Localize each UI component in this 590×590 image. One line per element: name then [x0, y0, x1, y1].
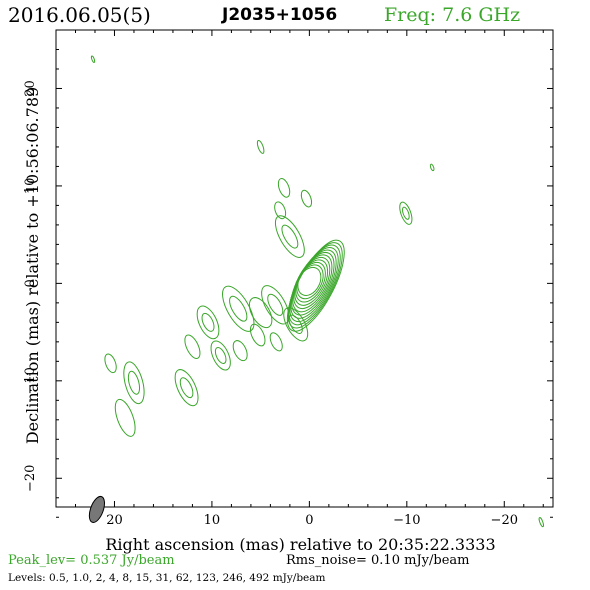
component-contour — [127, 370, 141, 395]
component-contour — [283, 307, 309, 342]
component-contour — [249, 323, 266, 347]
y-axis-label: Declination (mas) relative to +10:56:06.… — [23, 87, 42, 444]
component-contour — [248, 297, 273, 329]
component-contour — [201, 312, 215, 332]
component-contour — [538, 517, 544, 528]
x-tick-label: −20 — [491, 513, 518, 528]
component-contour — [229, 295, 248, 322]
component-contour — [179, 377, 194, 399]
component-contour — [402, 206, 410, 220]
epoch-date: 2016.06.05(5) — [8, 3, 151, 27]
component-contour — [184, 334, 201, 359]
component-contour — [196, 305, 220, 340]
beam-ellipse — [88, 495, 105, 523]
plot-frame — [55, 29, 554, 508]
component-contour — [104, 353, 117, 374]
x-tick-label: 0 — [305, 513, 313, 528]
x-axis-label: Right ascension (mas) relative to 20:35:… — [105, 535, 495, 554]
component-contour — [429, 163, 435, 172]
y-tick-label: 10 — [23, 178, 38, 195]
y-tick-label: −10 — [23, 367, 38, 394]
component-contour — [210, 340, 231, 371]
x-tick-label: 10 — [204, 513, 221, 528]
component-contour — [90, 55, 96, 63]
component-contour — [222, 285, 255, 332]
component-contour — [288, 314, 303, 334]
component-contour — [300, 189, 313, 208]
component-contour — [232, 340, 248, 362]
component-contour — [399, 201, 413, 225]
component-contour — [256, 139, 265, 154]
rms-noise: Rms_noise= 0.10 mJy/beam — [286, 553, 470, 568]
y-tick-label: 20 — [23, 80, 38, 97]
component-contour — [114, 398, 136, 437]
component-contour — [214, 347, 227, 364]
peak-level: Peak_lev= 0.537 Jy/beam — [8, 553, 175, 568]
core-contour — [286, 239, 345, 332]
y-tick-label: 0 — [23, 279, 38, 287]
source-name: J2035+1056 — [222, 5, 338, 25]
core-contour — [293, 256, 331, 310]
component-contour — [277, 178, 291, 198]
component-contour — [123, 361, 145, 405]
x-tick-label: 20 — [106, 513, 123, 528]
contour-levels: Levels: 0.5, 1.0, 2, 4, 8, 15, 31, 62, 1… — [8, 572, 326, 584]
component-contour — [274, 201, 287, 220]
component-contour — [269, 332, 283, 352]
component-contour — [281, 224, 299, 249]
x-tick-label: −10 — [393, 513, 420, 528]
y-tick-label: −20 — [23, 465, 38, 492]
component-contour — [267, 293, 284, 316]
frequency-label: Freq: 7.6 GHz — [384, 4, 521, 26]
component-contour — [174, 369, 199, 407]
component-contour — [274, 215, 305, 258]
